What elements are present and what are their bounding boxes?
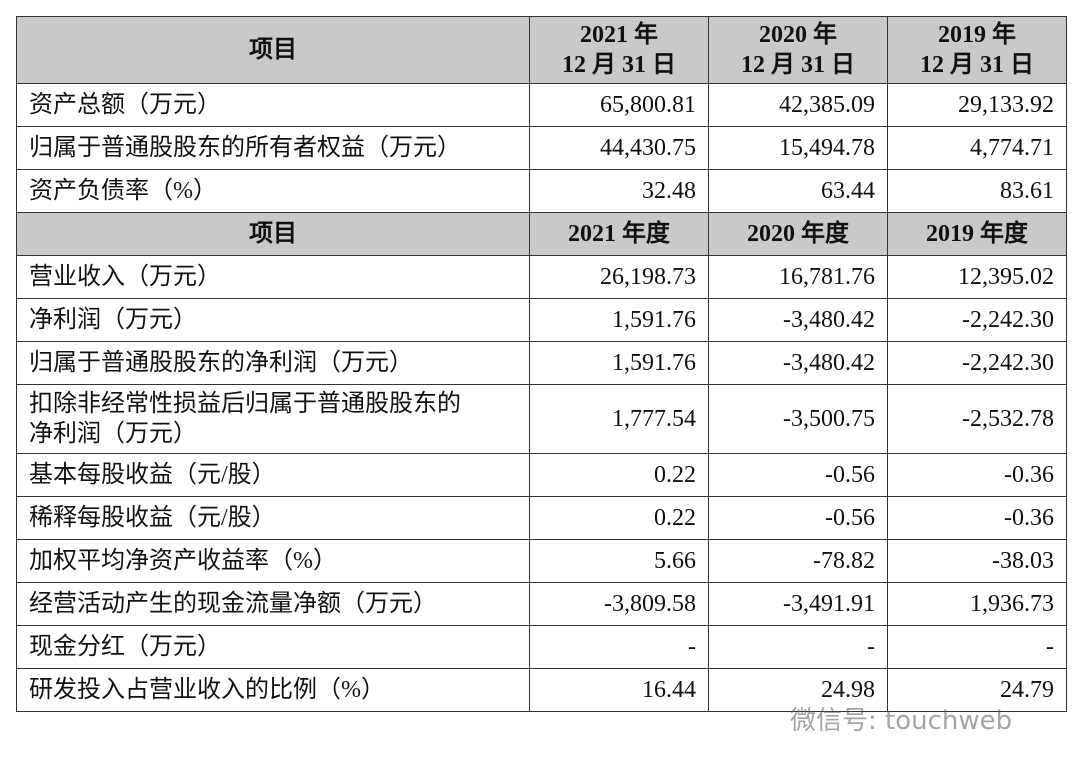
header-row: 项目 2021 年度 2020 年度 2019 年度 [16, 212, 1067, 256]
value-cell: -2,242.30 [887, 341, 1067, 385]
value-cell: 32.48 [529, 169, 709, 213]
value-cell: -3,809.58 [529, 582, 709, 626]
value-cell: 24.98 [708, 668, 888, 712]
label-cell: 经营活动产生的现金流量净额（万元） [16, 582, 530, 626]
value-cell: 15,494.78 [708, 126, 888, 170]
header-cell: 2020 年 12 月 31 日 [708, 16, 888, 84]
value-cell: 1,591.76 [529, 341, 709, 385]
value-cell: - [887, 625, 1067, 669]
value-cell: 4,774.71 [887, 126, 1067, 170]
value-cell: -2,242.30 [887, 298, 1067, 342]
label-cell: 稀释每股收益（元/股） [16, 496, 530, 540]
label-cell: 加权平均净资产收益率（%） [16, 539, 530, 583]
value-cell: -3,500.75 [708, 384, 888, 454]
value-cell: -3,480.42 [708, 298, 888, 342]
header-cell: 2020 年度 [708, 212, 888, 256]
data-row: 稀释每股收益（元/股） 0.22 -0.56 -0.36 [16, 496, 1067, 540]
header-cell: 2021 年 12 月 31 日 [529, 16, 709, 84]
header-cell: 2019 年 12 月 31 日 [887, 16, 1067, 84]
value-cell: 0.22 [529, 453, 709, 497]
label-cell: 净利润（万元） [16, 298, 530, 342]
value-cell: 1,591.76 [529, 298, 709, 342]
header-cell: 项目 [16, 212, 530, 256]
value-cell: - [708, 625, 888, 669]
data-row: 现金分红（万元） - - - [16, 625, 1067, 669]
value-cell: 16,781.76 [708, 255, 888, 299]
label-cell: 归属于普通股股东的所有者权益（万元） [16, 126, 530, 170]
label-cell: 资产负债率（%） [16, 169, 530, 213]
value-cell: 63.44 [708, 169, 888, 213]
header-cell: 项目 [16, 16, 530, 84]
value-cell: 16.44 [529, 668, 709, 712]
value-cell: -3,491.91 [708, 582, 888, 626]
data-row: 净利润（万元） 1,591.76 -3,480.42 -2,242.30 [16, 298, 1067, 342]
value-cell: 44,430.75 [529, 126, 709, 170]
data-row: 扣除非经常性损益后归属于普通股股东的 净利润（万元） 1,777.54 -3,500… [16, 384, 1067, 454]
data-row: 归属于普通股股东的净利润（万元） 1,591.76 -3,480.42 -2,242.… [16, 341, 1067, 385]
value-cell: 1,777.54 [529, 384, 709, 454]
financial-table: 项目 2021 年 12 月 31 日 2020 年 12 月 31 日 2019 年… [16, 16, 1067, 712]
label-cell: 现金分红（万元） [16, 625, 530, 669]
value-cell: 42,385.09 [708, 83, 888, 127]
label-cell: 资产总额（万元） [16, 83, 530, 127]
value-cell: 1,936.73 [887, 582, 1067, 626]
data-row: 营业收入（万元） 26,198.73 16,781.76 12,395.02 [16, 255, 1067, 299]
data-row: 资产总额（万元） 65,800.81 42,385.09 29,133.92 [16, 83, 1067, 127]
value-cell: -3,480.42 [708, 341, 888, 385]
value-cell: 0.22 [529, 496, 709, 540]
label-cell: 营业收入（万元） [16, 255, 530, 299]
value-cell: 65,800.81 [529, 83, 709, 127]
value-cell: -38.03 [887, 539, 1067, 583]
label-cell: 扣除非经常性损益后归属于普通股股东的 净利润（万元） [16, 384, 530, 454]
header-cell: 2021 年度 [529, 212, 709, 256]
header-cell: 2019 年度 [887, 212, 1067, 256]
value-cell: -78.82 [708, 539, 888, 583]
value-cell: 5.66 [529, 539, 709, 583]
label-cell: 研发投入占营业收入的比例（%） [16, 668, 530, 712]
data-row: 基本每股收益（元/股） 0.22 -0.56 -0.36 [16, 453, 1067, 497]
value-cell: 12,395.02 [887, 255, 1067, 299]
data-row: 经营活动产生的现金流量净额（万元） -3,809.58 -3,491.91 1,936… [16, 582, 1067, 626]
data-row: 归属于普通股股东的所有者权益（万元） 44,430.75 15,494.78 4,77… [16, 126, 1067, 170]
value-cell: 29,133.92 [887, 83, 1067, 127]
value-cell: 26,198.73 [529, 255, 709, 299]
value-cell: -0.36 [887, 453, 1067, 497]
header-row: 项目 2021 年 12 月 31 日 2020 年 12 月 31 日 2019 年… [16, 16, 1067, 84]
value-cell: -0.56 [708, 453, 888, 497]
data-row: 研发投入占营业收入的比例（%） 16.44 24.98 24.79 [16, 668, 1067, 712]
label-cell: 基本每股收益（元/股） [16, 453, 530, 497]
value-cell: 24.79 [887, 668, 1067, 712]
data-row: 加权平均净资产收益率（%） 5.66 -78.82 -38.03 [16, 539, 1067, 583]
value-cell: -0.56 [708, 496, 888, 540]
label-cell: 归属于普通股股东的净利润（万元） [16, 341, 530, 385]
value-cell: - [529, 625, 709, 669]
data-row: 资产负债率（%） 32.48 63.44 83.61 [16, 169, 1067, 213]
value-cell: -0.36 [887, 496, 1067, 540]
value-cell: 83.61 [887, 169, 1067, 213]
value-cell: -2,532.78 [887, 384, 1067, 454]
watermark: 微信号: touchweb [790, 706, 1013, 736]
